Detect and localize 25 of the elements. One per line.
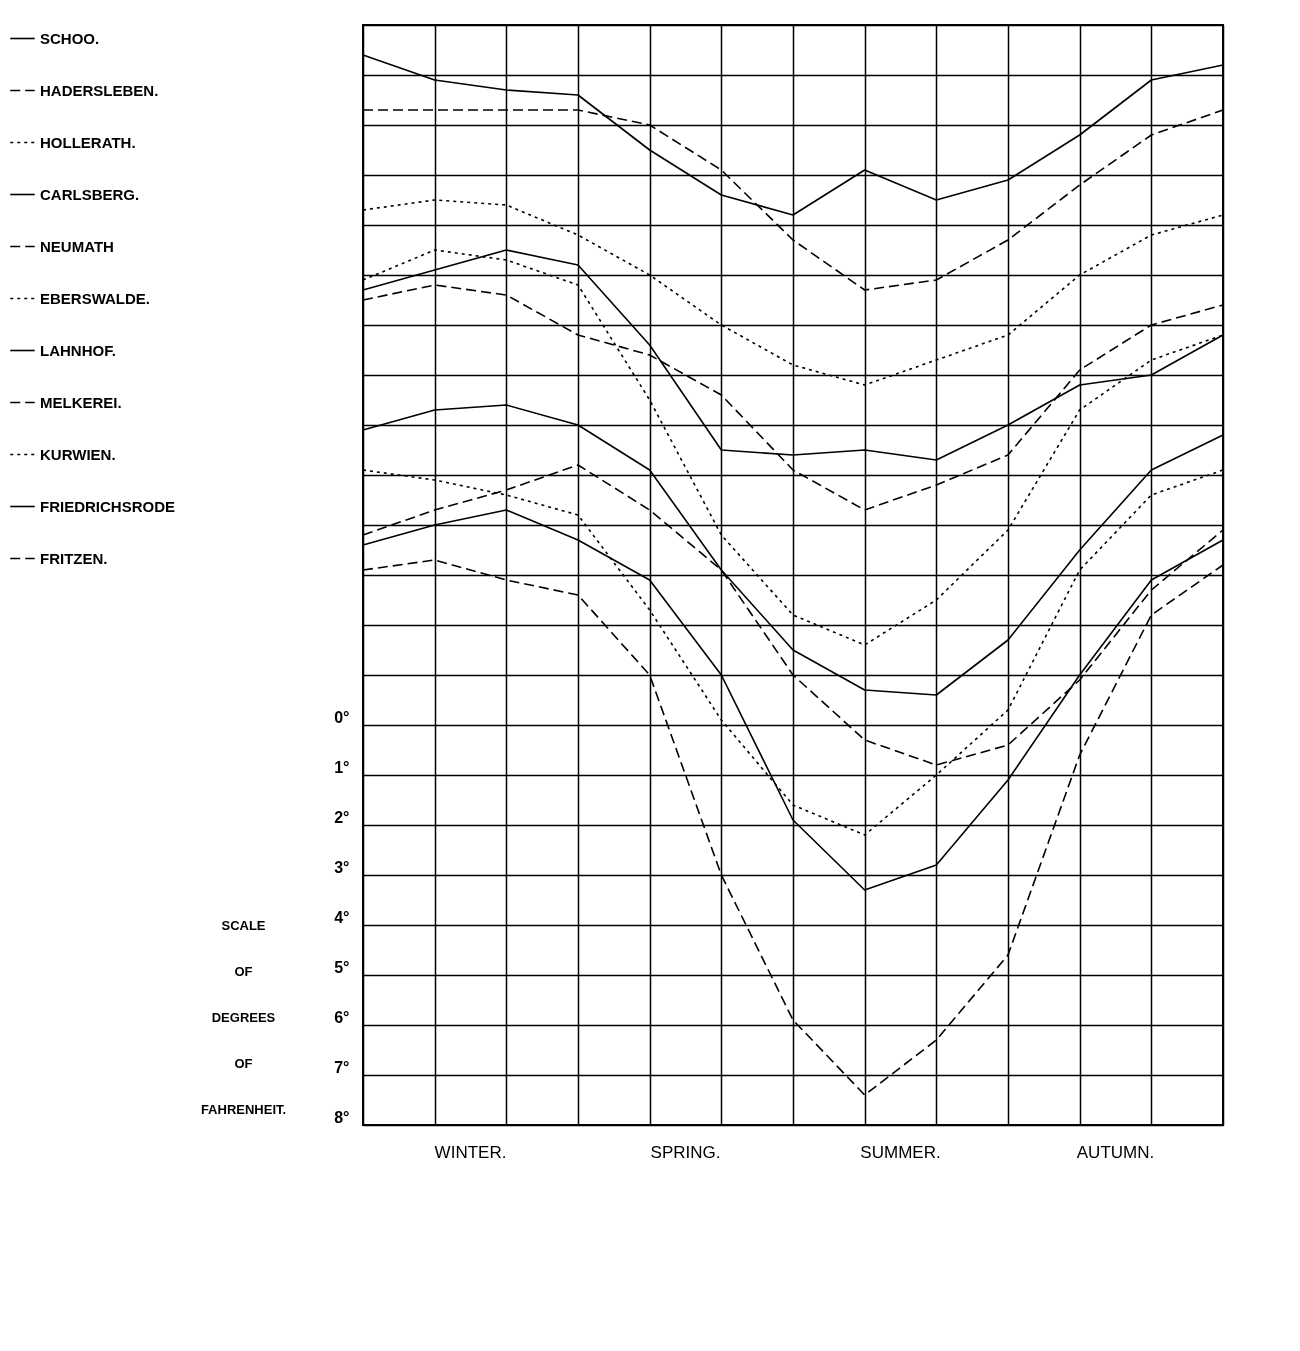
- legend-label: SCHOO.: [40, 29, 100, 47]
- y-tick-label: 6°: [334, 1008, 350, 1026]
- legend-label: NEUMATH: [40, 237, 114, 255]
- y-tick-label: 2°: [334, 808, 350, 826]
- y-tick-label: 0°: [334, 708, 350, 726]
- y-tick-label: 8°: [334, 1108, 350, 1126]
- legend-label: LAHNHOF.: [40, 341, 116, 359]
- legend-label: KURWIEN.: [40, 445, 116, 463]
- legend-label: FRITZEN.: [40, 549, 108, 567]
- y-tick-label: 7°: [334, 1058, 350, 1076]
- text: WINTER.: [434, 1143, 507, 1162]
- text: SUMMER.: [860, 1143, 941, 1162]
- y-tick-label: 1°: [334, 758, 350, 776]
- text: SPRING.: [650, 1143, 721, 1162]
- text: SCALE OF DEGREES OF FAHRENHEIT.: [200, 917, 287, 1117]
- legend-label: HOLLERATH.: [40, 133, 136, 151]
- y-tick-label: 3°: [334, 858, 350, 876]
- y-tick-label: 5°: [334, 958, 350, 976]
- text: AUTUMN.: [1076, 1143, 1155, 1162]
- y-tick-label: 4°: [334, 908, 350, 926]
- legend-label: FRIEDRICHSRODE: [40, 497, 176, 515]
- legend-label: CARLSBERG.: [40, 185, 140, 203]
- legend-label: HADERSLEBEN.: [40, 81, 159, 99]
- legend-label: MELKEREI.: [40, 393, 122, 411]
- legend-label: EBERSWALDE.: [40, 289, 151, 307]
